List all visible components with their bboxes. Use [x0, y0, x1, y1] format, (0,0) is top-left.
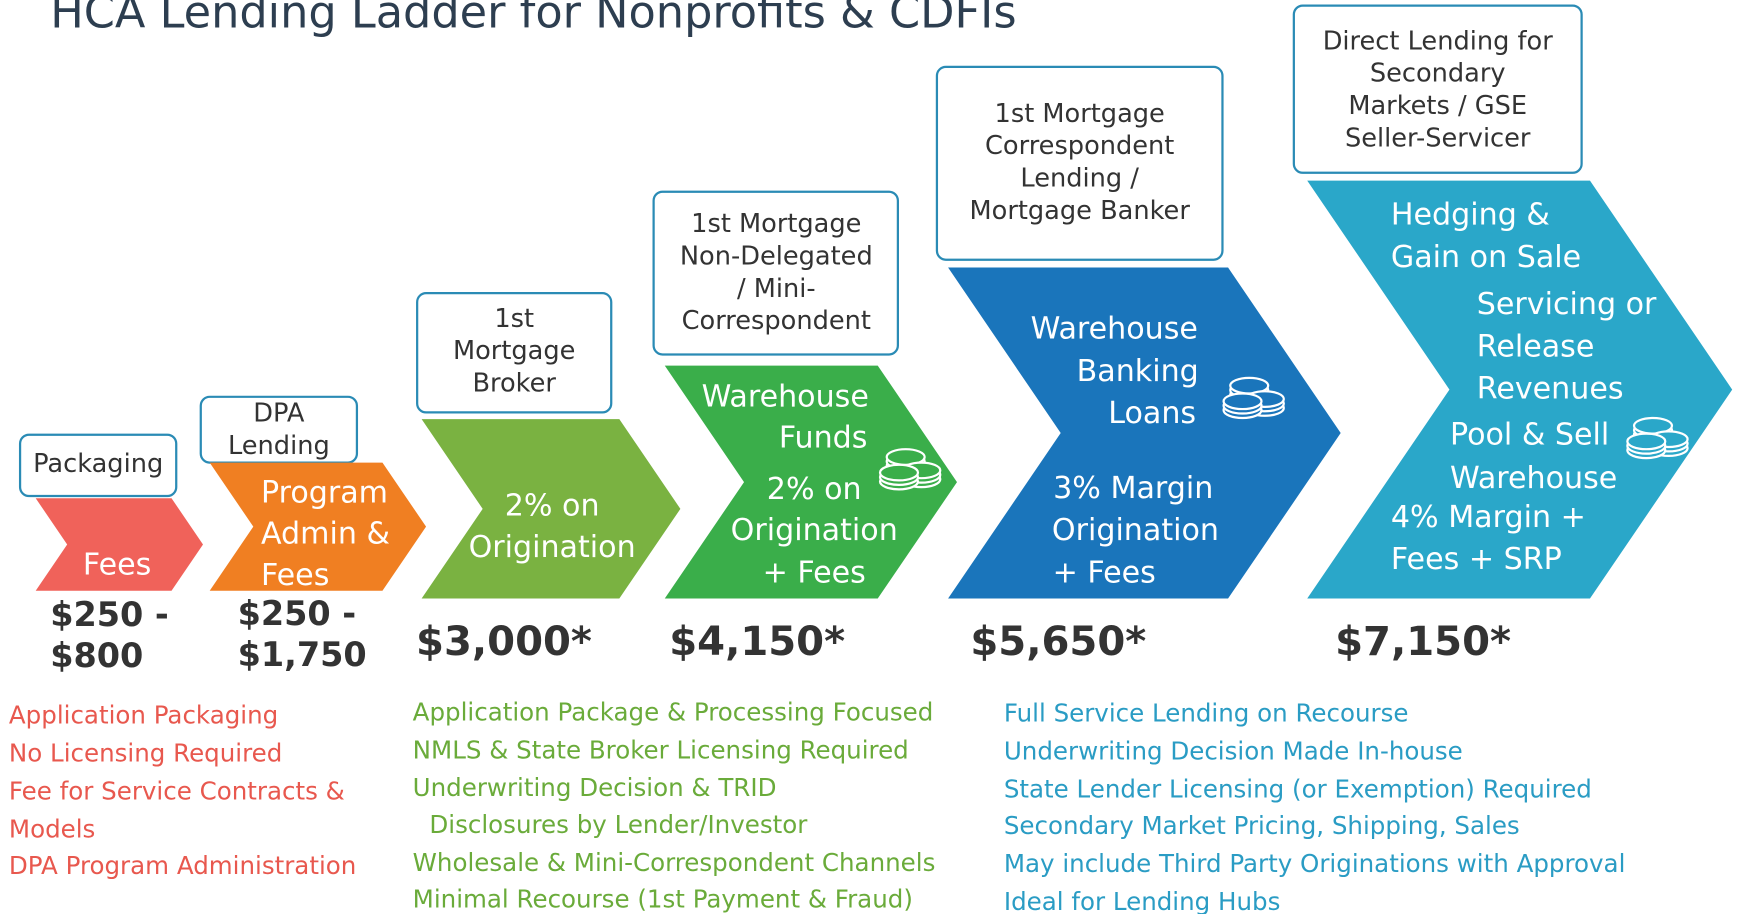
chevron [35, 498, 203, 591]
note: Application Package & Processing Focused [413, 697, 934, 726]
chevron [948, 267, 1341, 599]
chevron [421, 419, 681, 599]
label-text: Packaging [33, 449, 163, 479]
label-text: 1st Mortgage [691, 209, 861, 239]
chevron-text: Revenues [1477, 372, 1624, 407]
amount: $4,150* [669, 619, 845, 665]
note: No Licensing Required [9, 739, 282, 768]
note: Models [9, 814, 95, 843]
chevron-text: 2% on [767, 472, 862, 507]
note: Minimal Recourse (1st Payment & Fraud) [413, 885, 913, 914]
label-text: Mortgage Banker [970, 196, 1191, 226]
amount: $7,150* [1335, 619, 1511, 665]
chevron [1307, 180, 1733, 599]
chevron [664, 365, 957, 599]
chevron-text: + Fees [1053, 556, 1156, 591]
label-box [1292, 4, 1583, 174]
label-box [652, 190, 899, 356]
note: State Lender Licensing (or Exemption) Re… [1004, 774, 1592, 803]
label-text: Lending / [1020, 163, 1139, 193]
chevron-text: Release [1477, 329, 1595, 364]
chevron-text: Origination [469, 530, 636, 565]
label-text: Seller-Servicer [1345, 123, 1531, 153]
chevron-text: Servicing or [1477, 287, 1657, 322]
title: HCA Lending Ladder for Nonprofits & CDFI… [50, 0, 1016, 39]
amount: $3,000* [416, 619, 592, 665]
chevron-text: Fees [83, 548, 151, 583]
chevron-text: Origination [731, 513, 898, 548]
note: Application Packaging [9, 701, 278, 730]
chevron-text: Program [261, 475, 388, 510]
note: Full Service Lending on Recourse [1004, 698, 1409, 727]
chevron-text: 3% Margin [1053, 471, 1213, 506]
chevron-text: Loans [1108, 396, 1196, 431]
coin-icon [1626, 432, 1667, 451]
chevron-text: Origination [1052, 513, 1219, 548]
label-text: 1st Mortgage [995, 99, 1165, 129]
chevron-text: Fees + SRP [1391, 542, 1562, 577]
note: Wholesale & Mini-Correspondent Channels [413, 848, 936, 877]
coin-icon [878, 463, 920, 482]
label-box [935, 65, 1224, 261]
label-text: Lending [228, 431, 330, 461]
note: Ideal for Lending Hubs [1004, 887, 1281, 914]
note: Secondary Market Pricing, Shipping, Sale… [1004, 811, 1520, 840]
note: NMLS & State Broker Licensing Required [413, 735, 909, 764]
label-text: Correspondent [985, 131, 1174, 161]
note: Underwriting Decision Made In-house [1004, 736, 1463, 765]
label-box [18, 433, 178, 498]
label-text: / Mini- [737, 274, 816, 304]
chevron-text: 4% Margin + [1391, 500, 1586, 535]
amount: $250 - [50, 595, 169, 634]
label-text: Secondary [1370, 59, 1506, 89]
amount: $5,650* [970, 619, 1146, 665]
chevron-text: 2% on [505, 489, 600, 524]
chevron-text: Gain on Sale [1391, 240, 1581, 275]
note: Fee for Service Contracts & [9, 777, 345, 806]
chevron-text: Admin & [261, 517, 390, 552]
amount: $1,750 [238, 635, 367, 674]
label-text: Broker [472, 369, 556, 399]
amount: $250 - [238, 594, 357, 633]
label-text: Mortgage [453, 336, 575, 366]
label-text: Markets / GSE [1348, 91, 1527, 121]
chevron-text: Warehouse [702, 379, 869, 414]
note: Underwriting Decision & TRID [413, 773, 777, 802]
chevron-text: Banking [1077, 354, 1199, 389]
chevron-text: + Fees [763, 556, 866, 591]
chevron [209, 462, 427, 591]
label-text: 1st [494, 304, 534, 334]
note: DPA Program Administration [9, 851, 356, 880]
label-text: Non-Delegated [680, 241, 873, 271]
label-text: Correspondent [682, 306, 871, 336]
note: May include Third Party Originations wit… [1004, 849, 1626, 878]
coin-icon [1222, 392, 1263, 411]
chevron-text: Pool & Sell [1450, 417, 1609, 452]
note: Disclosures by Lender/Investor [429, 810, 808, 839]
label-text: DPA [253, 399, 305, 429]
chevron-text: Fees [261, 558, 329, 593]
chevron-text: Hedging & [1391, 198, 1550, 233]
amount: $800 [50, 636, 143, 675]
label-box [416, 292, 613, 414]
label-text: Direct Lending for [1323, 26, 1554, 56]
chevron-text: Warehouse [1031, 311, 1198, 346]
chevron-text: Warehouse [1450, 461, 1617, 496]
chevron-text: Funds [779, 421, 868, 456]
